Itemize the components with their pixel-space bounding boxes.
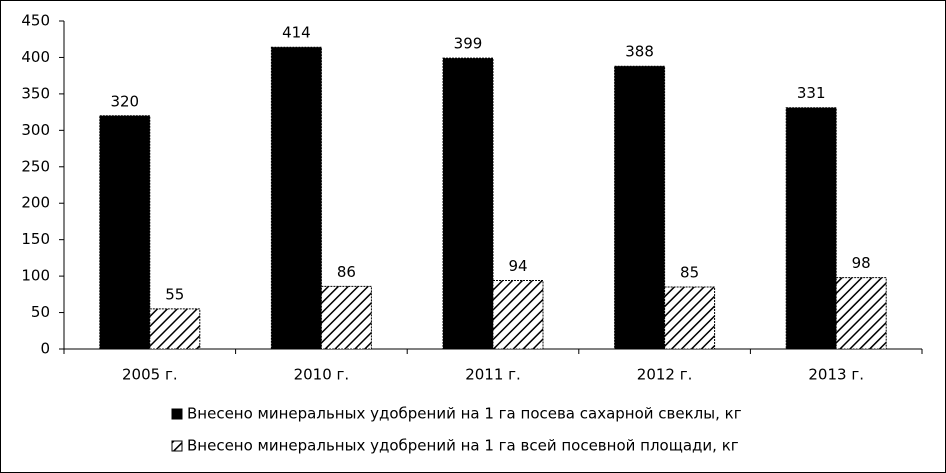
x-tick-label: 2012 г. bbox=[637, 366, 693, 384]
y-tick-label: 100 bbox=[21, 267, 50, 285]
data-label: 331 bbox=[797, 84, 826, 102]
y-tick-label: 50 bbox=[31, 303, 50, 321]
data-label: 85 bbox=[680, 264, 699, 282]
legend-swatch bbox=[171, 408, 183, 420]
y-tick-label: 350 bbox=[21, 84, 50, 102]
data-label: 414 bbox=[282, 24, 311, 42]
data-label: 94 bbox=[508, 257, 527, 275]
legend-label: Внесено минеральных удобрений на 1 га по… bbox=[187, 405, 742, 423]
x-tick-label: 2011 г. bbox=[465, 366, 521, 384]
bar bbox=[320, 285, 372, 350]
legend-swatch bbox=[171, 440, 183, 452]
x-tick-label: 2005 г. bbox=[122, 366, 178, 384]
data-label: 320 bbox=[110, 92, 139, 110]
data-label: 388 bbox=[625, 43, 654, 61]
data-label: 399 bbox=[454, 35, 483, 53]
y-tick-label: 200 bbox=[21, 194, 50, 212]
x-tick-label: 2010 г. bbox=[294, 366, 350, 384]
bar bbox=[270, 46, 322, 350]
y-tick-label: 150 bbox=[21, 230, 50, 248]
bar bbox=[492, 279, 544, 350]
y-tick-label: 0 bbox=[40, 340, 50, 358]
data-label: 98 bbox=[852, 254, 871, 272]
bar bbox=[835, 277, 887, 350]
data-label: 86 bbox=[337, 263, 356, 281]
bar bbox=[149, 308, 201, 350]
y-tick-label: 300 bbox=[21, 121, 50, 139]
bar bbox=[664, 286, 716, 350]
legend-label: Внесено минеральных удобрений на 1 га вс… bbox=[187, 437, 739, 455]
x-tick-label: 2013 г. bbox=[808, 366, 864, 384]
bar bbox=[785, 107, 837, 350]
bar bbox=[99, 115, 151, 350]
y-tick-label: 400 bbox=[21, 48, 50, 66]
y-tick-label: 450 bbox=[21, 12, 50, 30]
bar bbox=[614, 65, 666, 350]
bar bbox=[442, 57, 494, 350]
y-tick-label: 250 bbox=[21, 157, 50, 175]
data-label: 55 bbox=[165, 285, 184, 303]
